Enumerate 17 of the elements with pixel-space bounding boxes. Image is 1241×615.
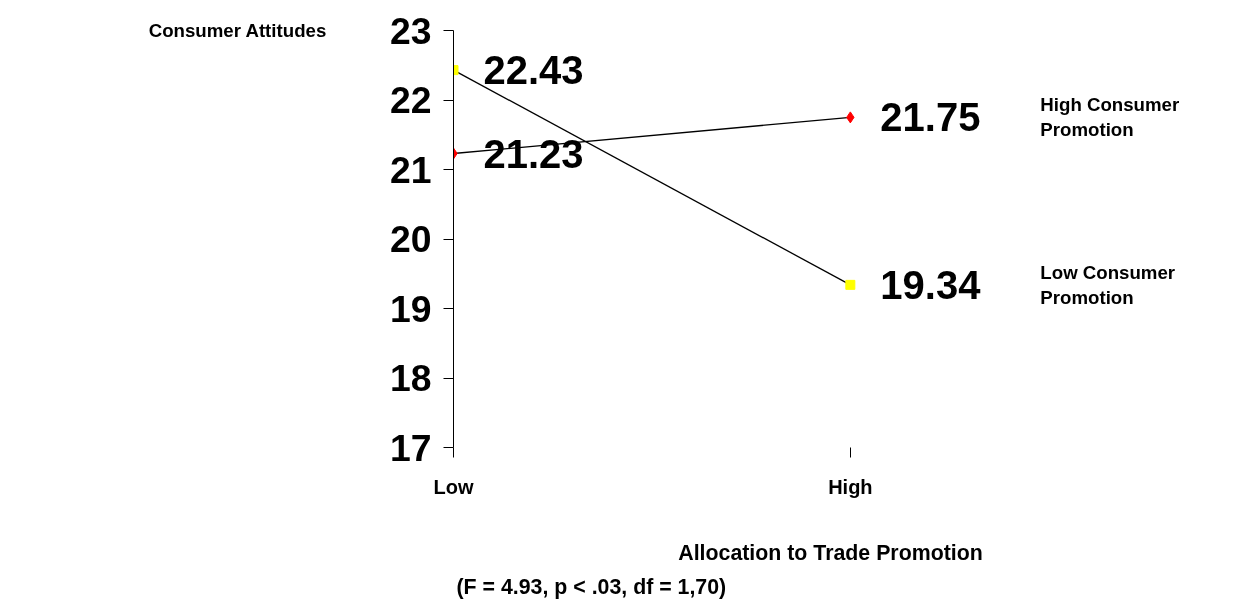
data-label: 19.34 — [880, 262, 982, 307]
data-label: 22.43 — [483, 48, 584, 93]
text: High Consumer Promotion — [1040, 94, 1180, 141]
text: Low Consumer Promotion — [1040, 261, 1176, 308]
data-label: 21.75 — [880, 95, 981, 140]
y-tick-label: 18 — [389, 357, 432, 399]
y-tick-label: 23 — [389, 9, 432, 52]
x-tick-label: Low — [433, 475, 474, 498]
x-axis-title: Allocation to Trade Promotion — [678, 540, 983, 565]
y-tick-label: 19 — [389, 287, 432, 330]
y-tick-label: 21 — [389, 148, 432, 191]
text: (F = 4.93, p < .03, df = 1,70) — [456, 574, 727, 599]
x-tick-label: High — [828, 475, 873, 498]
y-tick-label: 20 — [389, 218, 432, 260]
y-tick-label: 22 — [389, 79, 432, 121]
y-axis-title: Consumer Attitudes — [148, 20, 327, 41]
y-tick-label: 17 — [389, 426, 432, 469]
